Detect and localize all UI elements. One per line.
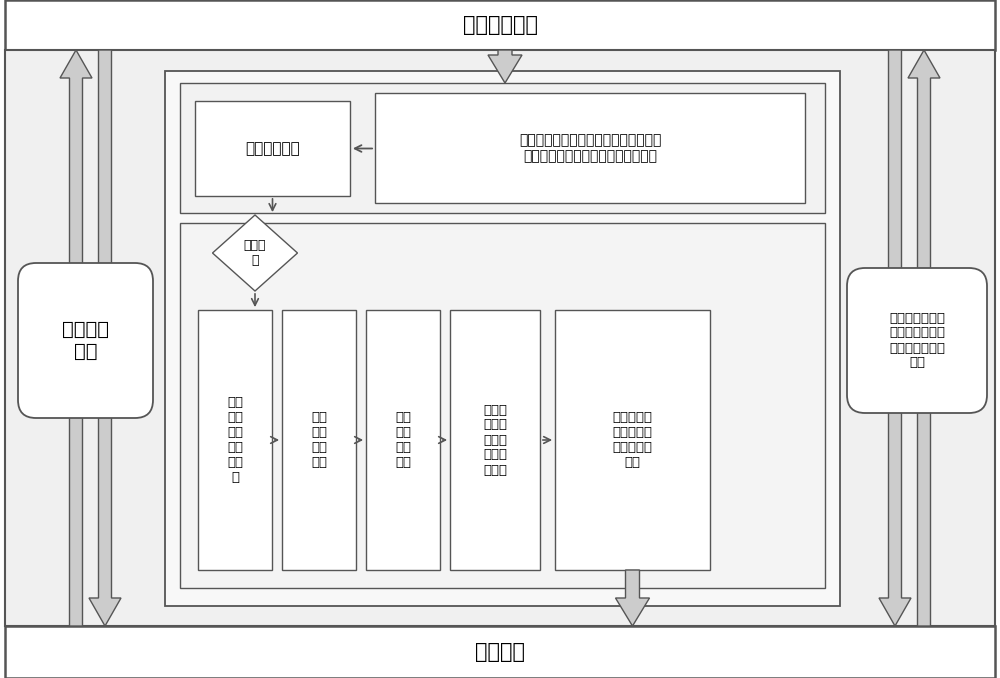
Text: 全网所有厂站名
称及各厂站的各
类一次设备名称
模型: 全网所有厂站名 称及各厂站的各 类一次设备名称 模型 [889,311,945,370]
Bar [450,310,540,570]
Text: 定值导入
结果: 定值导入 结果 [62,320,109,361]
Text: 根据保信导出模型修改自身系统厂站、
一次设备名称保信模型建立映射关系: 根据保信导出模型修改自身系统厂站、 一次设备名称保信模型建立映射关系 [519,133,661,163]
Bar [165,71,840,606]
Bar [5,50,995,626]
Text: 创建定值文件: 创建定值文件 [245,141,300,156]
Bar [180,83,825,213]
Bar [555,310,710,570]
Bar [198,310,272,570]
Bar [5,626,995,678]
Bar [180,223,825,588]
Polygon shape [212,215,297,291]
FancyBboxPatch shape [18,263,153,418]
Text: 模型对
接: 模型对 接 [244,239,266,267]
FancyBboxPatch shape [847,268,987,413]
Bar [282,310,356,570]
Polygon shape [908,50,940,626]
Text: 生成
唯一
整型
编号: 生成 唯一 整型 编号 [395,411,411,469]
Text: 保信系统: 保信系统 [475,642,525,662]
Text: 定值整定系统: 定值整定系统 [462,15,538,35]
Text: 通过远方控
制或调试软
件实现定值
传送: 通过远方控 制或调试软 件实现定值 传送 [612,411,652,469]
Text: 二次
设备
名称
解析: 二次 设备 名称 解析 [311,411,327,469]
Text: 厂站
与一
次设
备名
称解
析: 厂站 与一 次设 备名 称解 析 [227,396,243,484]
Polygon shape [879,50,911,626]
Bar [5,0,995,50]
Text: 与保信
系统唯
一整型
编号自
动匹配: 与保信 系统唯 一整型 编号自 动匹配 [483,403,507,477]
Bar [195,101,350,196]
Polygon shape [89,50,121,626]
Polygon shape [488,50,522,83]
Polygon shape [60,50,92,626]
Polygon shape [616,570,650,626]
Bar [366,310,440,570]
Bar [375,93,805,203]
